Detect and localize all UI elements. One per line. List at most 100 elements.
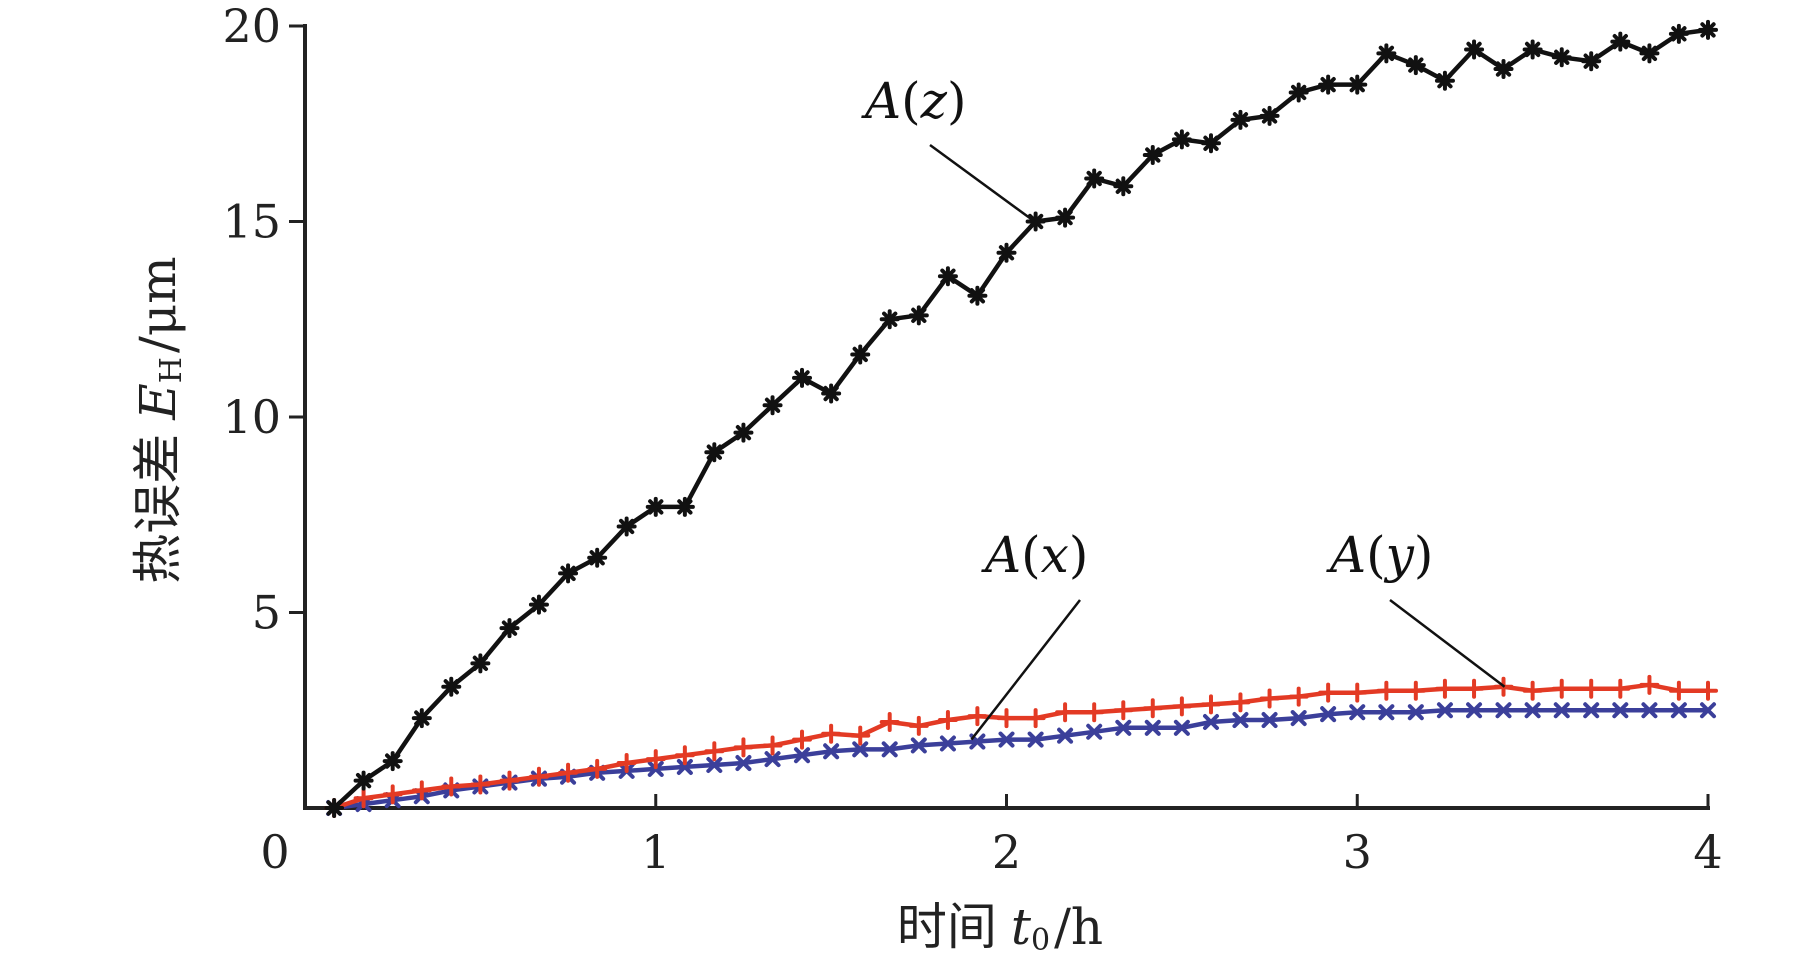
data-point	[1349, 704, 1366, 721]
data-point	[1055, 702, 1076, 723]
data-point	[1434, 70, 1455, 91]
data-point	[1173, 719, 1190, 736]
annotation-prefix: A	[1326, 526, 1366, 584]
data-point	[1551, 678, 1572, 699]
data-point	[1522, 39, 1543, 60]
data-point	[1318, 682, 1339, 703]
annotation-ay: A(y)	[1326, 526, 1506, 688]
data-point	[674, 745, 695, 766]
data-point	[528, 594, 549, 615]
data-point	[1318, 74, 1339, 95]
data-point	[674, 496, 695, 517]
data-point	[704, 741, 725, 762]
data-point	[676, 758, 693, 775]
data-point	[558, 563, 579, 584]
data-point	[1610, 678, 1631, 699]
x-tick-label: 3	[1343, 825, 1372, 879]
annotation-open: (	[901, 72, 921, 130]
y-tick-label: 5	[252, 586, 281, 640]
annotation-leader-line	[1389, 599, 1506, 688]
data-point	[1405, 680, 1426, 701]
annotation-close: )	[1414, 526, 1434, 584]
data-point	[1553, 702, 1570, 719]
data-point	[879, 309, 900, 330]
data-point	[441, 676, 462, 697]
data-point	[1347, 74, 1368, 95]
data-point	[1700, 702, 1716, 719]
data-point	[1025, 708, 1046, 729]
data-point	[411, 780, 432, 801]
data-point	[441, 776, 462, 797]
data-point	[1115, 719, 1132, 736]
data-point	[1261, 712, 1278, 729]
y-axis-title-prefix: 热误差	[129, 434, 187, 584]
data-point	[558, 762, 579, 783]
annotation-label: A(y)	[1326, 526, 1433, 584]
data-point	[1347, 682, 1368, 703]
annotation-var: x	[1041, 526, 1069, 584]
data-point	[353, 770, 374, 791]
data-point	[411, 708, 432, 729]
data-point	[1407, 704, 1424, 721]
data-point	[1290, 710, 1307, 727]
axes	[303, 24, 1710, 810]
data-point	[1641, 702, 1658, 719]
data-point	[382, 784, 403, 805]
data-point	[823, 743, 840, 760]
data-point	[998, 731, 1015, 748]
data-point	[382, 751, 403, 772]
data-point	[1171, 696, 1192, 717]
x-axis-title-subscript: 0	[1031, 923, 1050, 958]
data-point	[1581, 678, 1602, 699]
data-point	[1025, 211, 1046, 232]
data-point	[1551, 47, 1572, 68]
data-point	[1202, 713, 1219, 730]
data-point	[1405, 55, 1426, 76]
data-point	[1581, 51, 1602, 72]
series-layer	[324, 19, 1718, 818]
y-axis-title-subscript: H	[154, 357, 189, 383]
data-point	[794, 747, 811, 764]
data-point	[821, 723, 842, 744]
data-point	[1142, 698, 1163, 719]
data-point	[910, 737, 927, 754]
tick-marks	[289, 24, 1710, 808]
data-point	[1200, 133, 1221, 154]
data-point	[792, 367, 813, 388]
data-point	[1378, 704, 1395, 721]
data-point	[470, 774, 491, 795]
x-tick-label: 2	[992, 825, 1021, 879]
annotation-var: z	[920, 72, 948, 130]
data-point	[852, 741, 869, 758]
y-axis-title: 热误差 EH/μm	[129, 256, 189, 583]
y-tick-label: 10	[222, 390, 281, 444]
data-point	[1084, 702, 1105, 723]
x-tick-label: 0	[260, 825, 289, 879]
data-point	[587, 758, 608, 779]
data-point	[1113, 176, 1134, 197]
data-point	[937, 266, 958, 287]
x-axis-title-symbol: t	[1011, 898, 1032, 956]
data-point	[881, 741, 898, 758]
data-point	[704, 442, 725, 463]
data-point	[645, 749, 666, 770]
y-axis-title-unit: /μm	[129, 256, 187, 353]
series-ay	[324, 674, 1718, 818]
data-point	[764, 751, 781, 768]
data-point	[1230, 692, 1251, 713]
data-point	[821, 383, 842, 404]
annotation-close: )	[947, 72, 967, 130]
data-point	[908, 715, 929, 736]
data-point	[1086, 723, 1103, 740]
data-point	[1288, 82, 1309, 103]
data-point	[967, 706, 988, 727]
data-point	[1464, 39, 1485, 60]
x-tick-label: 4	[1693, 825, 1722, 879]
data-point	[1466, 702, 1483, 719]
data-point	[1436, 702, 1453, 719]
data-point	[470, 653, 491, 674]
annotation-label: A(x)	[981, 526, 1088, 584]
series-az	[324, 19, 1718, 818]
data-point	[324, 798, 345, 818]
data-point	[996, 708, 1017, 729]
